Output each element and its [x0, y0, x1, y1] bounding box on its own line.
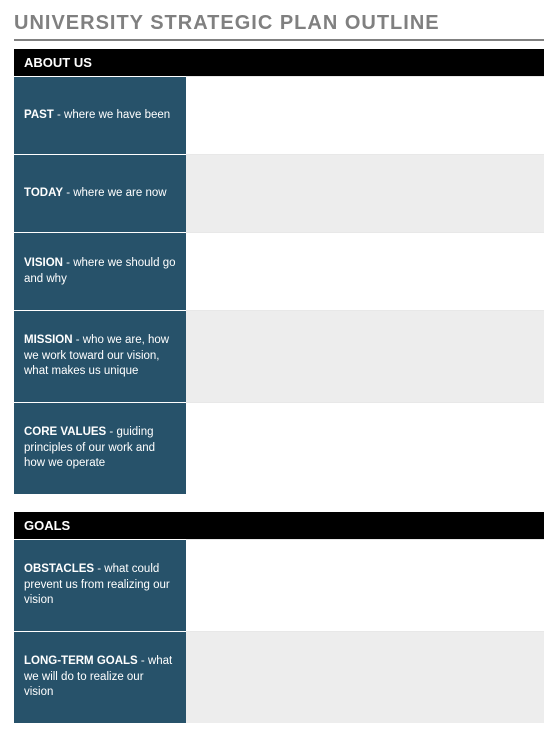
row-label: LONG-TERM GOALS - what we will do to rea… [14, 631, 186, 723]
section: GOALSOBSTACLES - what could prevent us f… [14, 512, 544, 723]
row-label: CORE VALUES - guiding principles of our … [14, 402, 186, 494]
section: ABOUT USPAST - where we have beenTODAY -… [14, 49, 544, 494]
row-value [186, 539, 544, 631]
table-row: OBSTACLES - what could prevent us from r… [14, 539, 544, 631]
table-row: PAST - where we have been [14, 76, 544, 154]
row-value [186, 154, 544, 232]
row-label-bold: LONG-TERM GOALS [24, 655, 138, 667]
row-label: VISION - where we should go and why [14, 232, 186, 310]
row-value [186, 402, 544, 494]
row-label-bold: VISION [24, 257, 63, 269]
row-label: MISSION - who we are, how we work toward… [14, 310, 186, 402]
table-row: TODAY - where we are now [14, 154, 544, 232]
row-label: OBSTACLES - what could prevent us from r… [14, 539, 186, 631]
row-label-rest: - where we are now [63, 187, 167, 199]
section-header: GOALS [14, 512, 544, 539]
row-label-bold: PAST [24, 109, 54, 121]
table-row: MISSION - who we are, how we work toward… [14, 310, 544, 402]
row-label-bold: MISSION [24, 334, 73, 346]
table-row: VISION - where we should go and why [14, 232, 544, 310]
row-label-bold: OBSTACLES [24, 563, 94, 575]
row-value [186, 232, 544, 310]
row-label-bold: TODAY [24, 187, 63, 199]
table-row: CORE VALUES - guiding principles of our … [14, 402, 544, 494]
row-label-bold: CORE VALUES [24, 426, 106, 438]
row-label: TODAY - where we are now [14, 154, 186, 232]
row-label: PAST - where we have been [14, 76, 186, 154]
row-label-rest: - where we have been [54, 109, 170, 121]
page-title: UNIVERSITY STRATEGIC PLAN OUTLINE [14, 12, 544, 41]
table-row: LONG-TERM GOALS - what we will do to rea… [14, 631, 544, 723]
section-header: ABOUT US [14, 49, 544, 76]
row-value [186, 631, 544, 723]
row-value [186, 76, 544, 154]
row-value [186, 310, 544, 402]
